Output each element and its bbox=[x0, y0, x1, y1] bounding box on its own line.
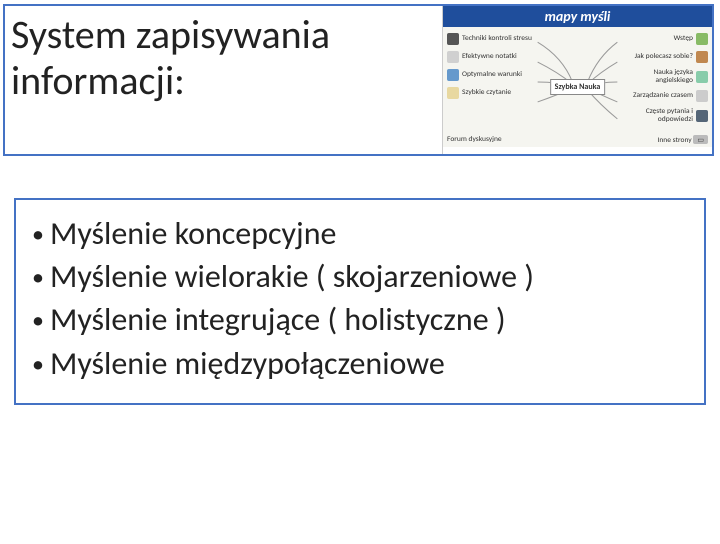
thumb-right-item: Wstęp bbox=[674, 33, 708, 45]
thumb-icon bbox=[696, 110, 708, 122]
thumb-right-item: Jak polecasz sobie? bbox=[635, 51, 708, 63]
bullet-dot-icon: • bbox=[32, 305, 44, 337]
thumb-center-label: Szybka Nauka bbox=[550, 79, 606, 95]
thumb-icon bbox=[447, 51, 459, 63]
thumb-right-item: Częste pytania i odpowiedzi bbox=[618, 108, 708, 123]
bullet-text: Myślenie koncepcyjne bbox=[50, 212, 336, 255]
bullet-text: Myślenie międzypołączeniowe bbox=[50, 342, 445, 385]
thumb-left-item: Techniki kontroli stresu bbox=[447, 33, 532, 45]
thumb-icon bbox=[696, 51, 708, 63]
thumb-right-item: Nauka języka angielskiego bbox=[618, 69, 708, 84]
bullet-item: • Myślenie koncepcyjne bbox=[32, 212, 688, 255]
thumb-banner: mapy myśli bbox=[443, 6, 712, 27]
thumb-left-item: Szybkie czytanie bbox=[447, 87, 511, 99]
thumb-bottom-right: Inne strony ▭ bbox=[657, 135, 708, 145]
header-row: System zapisywania informacji: mapy myśl… bbox=[3, 4, 714, 156]
thumb-right-column: Wstęp Jak polecasz sobie? Nauka języka a… bbox=[618, 33, 708, 123]
thumb-left-column: Techniki kontroli stresu Efektywne notat… bbox=[447, 33, 537, 99]
title-line-1: System zapisywania bbox=[11, 12, 436, 58]
thumb-left-item: Efektywne notatki bbox=[447, 51, 517, 63]
thumb-right-item: Zarządzanie czasem bbox=[633, 90, 708, 102]
thumb-icon bbox=[696, 90, 708, 102]
bullet-item: • Myślenie integrujące ( holistyczne ) bbox=[32, 298, 688, 341]
thumb-icon bbox=[696, 33, 708, 45]
content-box: • Myślenie koncepcyjne • Myślenie wielor… bbox=[14, 198, 706, 405]
thumb-bottom-left: Forum dyskusyjne bbox=[447, 135, 502, 145]
bullet-item: • Myślenie wielorakie ( skojarzeniowe ) bbox=[32, 255, 688, 298]
thumb-icon bbox=[696, 71, 708, 83]
title-line-2: informacji: bbox=[11, 58, 436, 104]
thumb-bottom-button: ▭ bbox=[693, 135, 708, 144]
bullet-item: • Myślenie międzypołączeniowe bbox=[32, 342, 688, 385]
thumb-icon bbox=[447, 33, 459, 45]
bullet-dot-icon: • bbox=[32, 219, 44, 251]
thumb-icon bbox=[447, 69, 459, 81]
bullet-dot-icon: • bbox=[32, 349, 44, 381]
thumb-left-item: Optymalne warunki bbox=[447, 69, 522, 81]
thumb-body: Techniki kontroli stresu Efektywne notat… bbox=[443, 27, 712, 147]
bullet-dot-icon: • bbox=[32, 262, 44, 294]
mindmap-thumbnail: mapy myśli Techniki kontroli stresu Efek… bbox=[442, 6, 712, 154]
thumb-bottom-row: Forum dyskusyjne Inne strony ▭ bbox=[447, 135, 708, 145]
bullet-text: Myślenie wielorakie ( skojarzeniowe ) bbox=[50, 255, 534, 298]
thumb-icon bbox=[447, 87, 459, 99]
title-block: System zapisywania informacji: bbox=[5, 6, 442, 114]
bullet-text: Myślenie integrujące ( holistyczne ) bbox=[50, 298, 506, 341]
